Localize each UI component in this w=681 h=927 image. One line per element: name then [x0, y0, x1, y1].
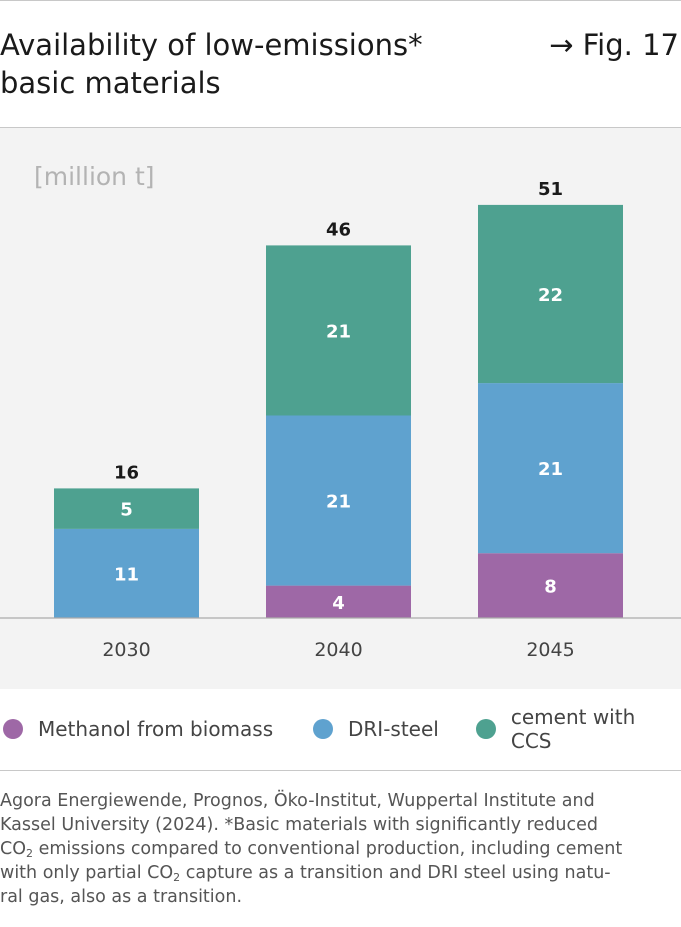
data-label-dri-steel-2030: 11 [114, 564, 139, 585]
source-line-4-start: with only partial CO [0, 863, 174, 883]
source-co2-subscript-2: 2 [173, 871, 181, 884]
source-line-4: with only partial CO2 capture as a trans… [0, 863, 611, 883]
total-label-2040: 46 [326, 219, 351, 240]
source-note: Agora Energiewende, Prognos, Öko-Institu… [0, 789, 681, 909]
legend-item-dri-steel: DRI-steel [313, 712, 439, 746]
unit-label: [million t] [34, 162, 155, 191]
source-line-2: Kassel University (2024). *Basic materia… [0, 815, 598, 835]
bar-segment-dri-steel-2030 [54, 528, 199, 618]
data-label-methanol-from-biomass-2045: 8 [544, 577, 557, 598]
legend-label-methanol: Methanol from biomass [38, 717, 274, 741]
top-rule [0, 0, 681, 1]
x-tick-label-2045: 2045 [526, 639, 574, 661]
data-label-dri-steel-2040: 21 [326, 492, 351, 513]
stacked-bar-chart: [million t] 11 5 16 2030 4 21 21 46 2040 8 21 22 51 20… [0, 162, 681, 661]
legend-divider [0, 770, 681, 771]
x-tick-label-2030: 2030 [102, 639, 150, 661]
data-label-dri-steel-2045: 21 [538, 459, 563, 480]
legend-swatch-methanol [3, 719, 23, 739]
legend-swatch-dri-steel [313, 719, 333, 739]
source-line-5: ral gas, also as a transition. [0, 887, 243, 907]
bar-segment-cement-with-ccs-2040 [266, 245, 411, 416]
source-line-3: CO2 emissions compared to conventional p… [0, 839, 622, 859]
bar-segment-cement-with-ccs-2030 [54, 488, 199, 529]
source-line-4-rest: capture as a transition and DRI steel us… [180, 863, 611, 883]
title-divider [0, 127, 681, 128]
legend-item-cement-ccs: cement with CCS [476, 705, 681, 753]
source-line-1: Agora Energiewende, Prognos, Öko-Institu… [0, 791, 595, 811]
legend-item-methanol: Methanol from biomass [3, 712, 273, 746]
bar-segment-methanol-from-biomass-2040 [266, 585, 411, 618]
figure-reference-link[interactable]: → Fig. 17 [549, 28, 679, 62]
total-label-2045: 51 [538, 179, 563, 200]
legend: Methanol from biomass DRI-steel cement w… [0, 705, 681, 753]
bar-segment-cement-with-ccs-2045 [478, 204, 623, 384]
bar-segment-methanol-from-biomass-2045 [478, 553, 623, 618]
legend-label-cement-ccs: cement with CCS [510, 705, 636, 753]
chart-title: Availability of low-emissions* basic mat… [0, 28, 423, 100]
data-label-cement-with-ccs-2040: 21 [326, 321, 351, 342]
source-line-3-rest: emissions compared to conventional produ… [33, 839, 623, 859]
legend-label-dri-steel: DRI-steel [348, 717, 439, 741]
data-label-cement-with-ccs-2045: 22 [538, 285, 563, 306]
x-tick-label-2040: 2040 [314, 639, 362, 661]
plot-area: [million t] 11 5 16 2030 4 21 21 46 2040 8 21 22 51 20… [0, 128, 681, 689]
data-label-cement-with-ccs-2030: 5 [120, 500, 133, 521]
source-co2-subscript: 2 [26, 847, 33, 860]
data-label-methanol-from-biomass-2040: 4 [332, 593, 345, 614]
total-label-2030: 16 [114, 462, 139, 483]
bar-segment-dri-steel-2040 [266, 415, 411, 586]
source-co2-text: CO [0, 839, 26, 859]
legend-swatch-cement-ccs [476, 719, 496, 739]
bar-segment-dri-steel-2045 [478, 383, 623, 554]
